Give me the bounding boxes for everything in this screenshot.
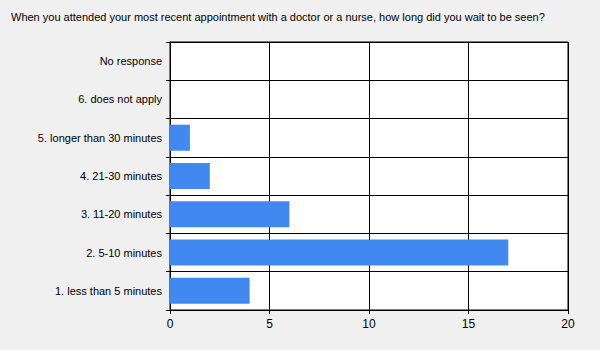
svg-text:When you attended your most re: When you attended your most recent appoi…: [11, 11, 545, 23]
svg-text:4. 21-30 minutes: 4. 21-30 minutes: [80, 170, 162, 182]
svg-text:2. 5-10 minutes: 2. 5-10 minutes: [86, 247, 162, 259]
svg-text:10: 10: [362, 317, 376, 331]
svg-text:5: 5: [266, 317, 273, 331]
svg-text:1. less than 5 minutes: 1. less than 5 minutes: [55, 285, 163, 297]
svg-text:5. longer than 30 minutes: 5. longer than 30 minutes: [38, 132, 163, 144]
svg-text:0: 0: [167, 317, 174, 331]
svg-text:6. does not apply: 6. does not apply: [78, 93, 162, 105]
svg-text:3. 11-20 minutes: 3. 11-20 minutes: [81, 208, 163, 220]
svg-text:15: 15: [462, 317, 476, 331]
svg-text:20: 20: [561, 317, 575, 331]
svg-text:No response: No response: [100, 55, 162, 67]
